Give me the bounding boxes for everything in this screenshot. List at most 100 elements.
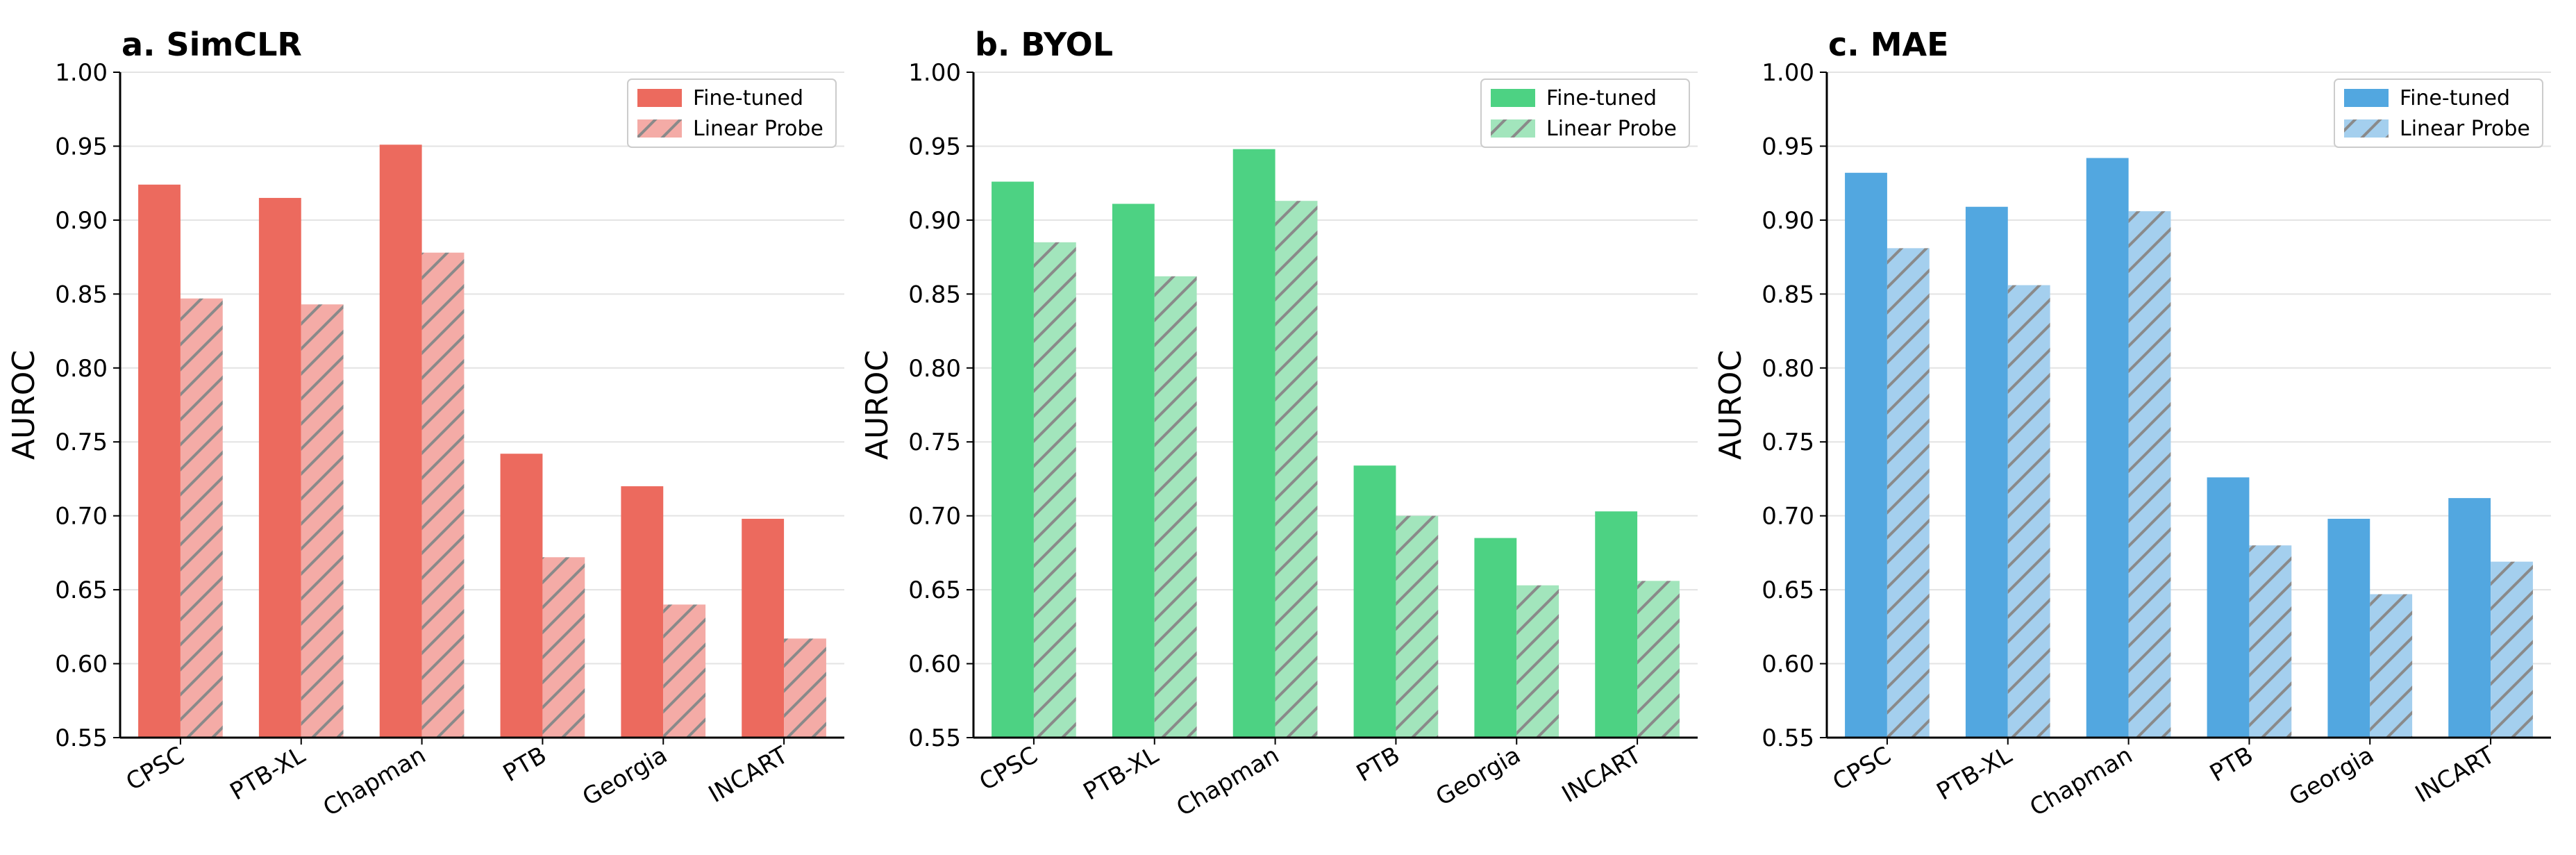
y-tick-label: 0.55	[908, 724, 961, 752]
y-tick-label: 0.65	[908, 576, 961, 604]
bar-linear-probe	[1637, 581, 1680, 738]
x-tick-label: PTB-XL	[1079, 741, 1164, 806]
bar-fine-tuned	[1965, 206, 2008, 738]
chart-panel-1: 0.55 0.60 0.65 0.70 0.75 0.80 0.85 0.90 0.95 1.00…	[6, 26, 844, 822]
bar-fine-tuned	[992, 181, 1034, 738]
bar-fine-tuned	[500, 454, 543, 738]
legend-swatch-linear-probe	[637, 119, 682, 138]
y-axis-label: AUROC	[6, 350, 42, 460]
legend: Fine-tuned Linear Probe	[1480, 78, 1690, 148]
y-tick-label: 0.80	[908, 355, 961, 383]
legend-label: Fine-tuned	[2400, 86, 2510, 110]
bar-fine-tuned	[1353, 465, 1396, 738]
y-tick-label: 0.95	[55, 133, 108, 160]
chart-panel-2: 0.55 0.60 0.65 0.70 0.75 0.80 0.85 0.90 0.95 1.00…	[860, 26, 1698, 822]
x-tick-label: Chapman	[1172, 741, 1284, 822]
bar-linear-probe	[1396, 515, 1439, 738]
x-tick-label: Chapman	[2025, 741, 2137, 822]
bar-linear-probe	[2007, 285, 2050, 738]
legend-label: Linear Probe	[693, 117, 823, 141]
panel-title: a. SimCLR	[122, 26, 302, 63]
bar-fine-tuned	[258, 197, 301, 738]
bar-fine-tuned	[621, 486, 664, 738]
y-tick-label: 0.55	[55, 724, 108, 752]
y-tick-label: 0.85	[908, 281, 961, 308]
y-tick-label: 0.75	[908, 429, 961, 456]
y-tick-label: 0.85	[55, 281, 108, 308]
bar-linear-probe	[2128, 211, 2171, 738]
y-tick-label: 0.65	[1762, 576, 1814, 604]
legend-swatch-fine-tuned	[2344, 89, 2389, 107]
x-tick-label: INCART	[2411, 741, 2500, 808]
legend-label: Linear Probe	[2400, 117, 2530, 141]
panel-title: c. MAE	[1828, 26, 1949, 63]
bar-linear-probe	[1033, 242, 1076, 738]
bar-fine-tuned	[1232, 149, 1276, 738]
y-tick-label: 0.80	[55, 355, 108, 383]
bar-linear-probe	[301, 304, 344, 738]
x-tick-label: PTB-XL	[1932, 741, 2017, 806]
y-axis-label: AUROC	[1713, 350, 1748, 460]
bar-linear-probe	[1516, 585, 1559, 738]
bar-linear-probe	[1887, 248, 1930, 738]
y-tick-label: 0.65	[55, 576, 108, 604]
bar-fine-tuned	[2207, 477, 2250, 738]
bar-fine-tuned	[2448, 498, 2491, 738]
x-tick-label: Georgia	[578, 741, 671, 811]
bar-fine-tuned	[1474, 538, 1517, 738]
y-tick-label: 0.90	[1762, 207, 1814, 235]
legend-label: Fine-tuned	[1546, 86, 1657, 110]
y-tick-label: 1.00	[1762, 59, 1814, 87]
panel-title: b. BYOL	[975, 26, 1113, 63]
y-tick-label: 0.90	[908, 207, 961, 235]
bar-fine-tuned	[379, 144, 422, 738]
legend: Fine-tuned Linear Probe	[2334, 78, 2543, 148]
x-tick-label: CPSC	[1828, 741, 1896, 796]
x-tick-label: CPSC	[122, 741, 190, 796]
y-tick-label: 0.90	[55, 207, 108, 235]
bar-fine-tuned	[1845, 172, 1887, 738]
bar-linear-probe	[663, 604, 706, 738]
y-tick-label: 0.70	[908, 503, 961, 531]
bar-fine-tuned	[1112, 204, 1155, 738]
bar-linear-probe	[2491, 561, 2533, 738]
legend-swatch-linear-probe	[1491, 119, 1535, 138]
x-tick-label: Georgia	[2284, 741, 2378, 811]
bar-linear-probe	[542, 557, 585, 738]
y-tick-label: 0.70	[55, 503, 108, 531]
bar-linear-probe	[180, 298, 223, 738]
y-tick-label: 0.85	[1762, 281, 1814, 308]
y-tick-label: 0.60	[55, 651, 108, 679]
bar-linear-probe	[2370, 594, 2413, 738]
bar-fine-tuned	[138, 184, 181, 738]
bar-fine-tuned	[1595, 511, 1638, 738]
x-tick-label: Chapman	[319, 741, 430, 822]
legend: Fine-tuned Linear Probe	[627, 78, 837, 148]
legend-swatch-fine-tuned	[637, 89, 682, 107]
x-tick-label: INCART	[704, 741, 793, 808]
legend-swatch-fine-tuned	[1491, 89, 1535, 107]
bar-linear-probe	[421, 252, 465, 738]
y-tick-label: 0.55	[1762, 724, 1814, 752]
legend-label: Fine-tuned	[693, 86, 803, 110]
legend-swatch-linear-probe	[2344, 119, 2389, 138]
bar-linear-probe	[1275, 201, 1318, 738]
x-tick-label: PTB	[2205, 741, 2258, 788]
chart-panel-3: 0.55 0.60 0.65 0.70 0.75 0.80 0.85 0.90 0.95 1.00…	[1713, 26, 2551, 822]
x-tick-label: INCART	[1557, 741, 1646, 808]
y-axis-label: AUROC	[860, 350, 895, 460]
y-tick-label: 0.95	[1762, 133, 1814, 160]
y-tick-label: 1.00	[55, 59, 108, 87]
bar-linear-probe	[784, 638, 826, 738]
y-tick-label: 0.70	[1762, 503, 1814, 531]
x-tick-label: PTB	[1352, 741, 1405, 788]
y-tick-label: 0.60	[908, 651, 961, 679]
y-tick-label: 0.75	[1762, 429, 1814, 456]
bar-fine-tuned	[742, 518, 785, 738]
bar-fine-tuned	[2327, 518, 2370, 738]
legend-label: Linear Probe	[1546, 117, 1677, 141]
y-tick-label: 1.00	[908, 59, 961, 87]
bar-linear-probe	[1154, 276, 1197, 738]
x-tick-label: PTB-XL	[226, 741, 310, 806]
